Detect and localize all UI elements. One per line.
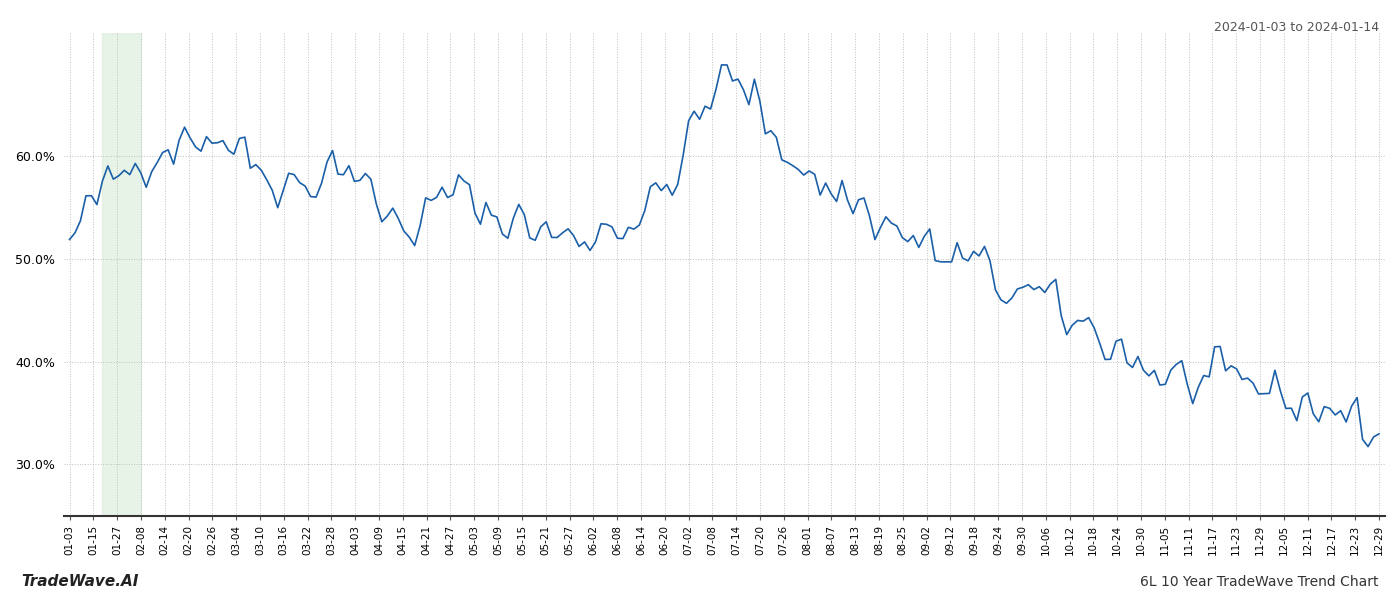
Text: 6L 10 Year TradeWave Trend Chart: 6L 10 Year TradeWave Trend Chart — [1141, 575, 1379, 589]
Text: TradeWave.AI: TradeWave.AI — [21, 574, 139, 589]
Bar — [102, 33, 141, 516]
Text: 2024-01-03 to 2024-01-14: 2024-01-03 to 2024-01-14 — [1214, 21, 1379, 34]
